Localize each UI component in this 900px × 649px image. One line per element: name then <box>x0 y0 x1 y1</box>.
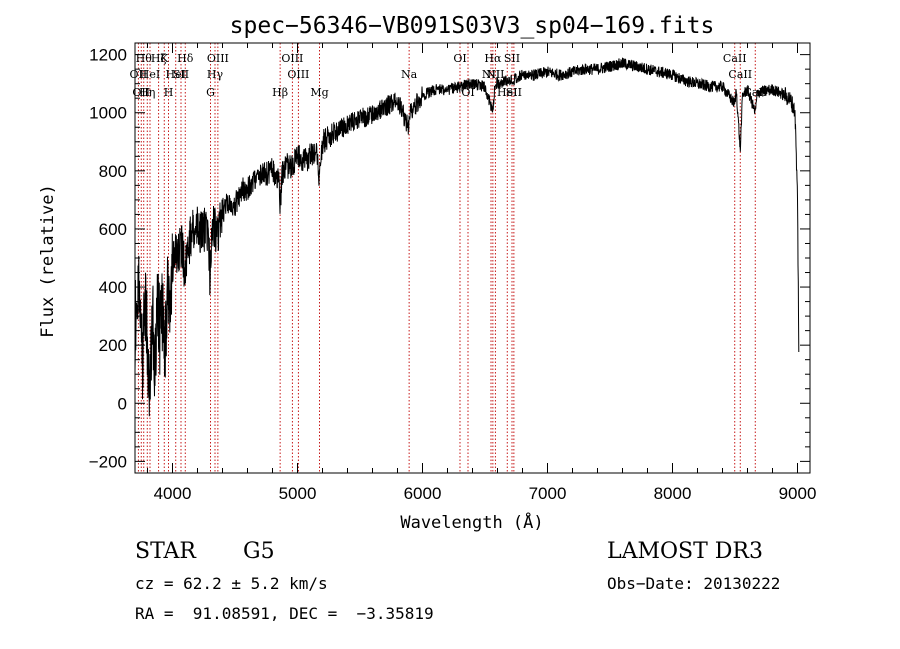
line-label: Hγ <box>207 68 224 81</box>
x-tick-label: 9000 <box>779 484 817 503</box>
line-label: OIII <box>287 68 309 81</box>
line-label: SII <box>504 52 520 65</box>
line-label: OIII <box>207 52 229 65</box>
x-tick-label: 6000 <box>404 484 442 503</box>
redshift-cz: cz = 62.2 ± 5.2 km/s <box>135 574 328 593</box>
line-label: CaII <box>723 52 747 65</box>
line-label: H <box>164 86 174 99</box>
line-label: Mg <box>310 86 328 99</box>
x-axis-label: Wavelength (Å) <box>400 511 543 533</box>
line-label: NII <box>482 68 500 81</box>
y-tick-label: 1200 <box>89 46 127 65</box>
object-subclass: G5 <box>243 539 275 564</box>
line-label: Hδ <box>177 52 194 65</box>
line-label: Hθ <box>136 52 153 65</box>
y-tick-label: 400 <box>99 278 127 297</box>
x-tick-label: 8000 <box>654 484 692 503</box>
line-label: Hα <box>484 52 502 65</box>
line-label: OII <box>132 86 150 99</box>
plot-frame <box>134 42 811 474</box>
survey-name: LAMOST DR3 <box>607 539 763 564</box>
y-tick-label: −200 <box>89 452 127 471</box>
line-label: OI <box>453 52 466 65</box>
y-tick-label: 200 <box>99 336 127 355</box>
x-tick-label: 5000 <box>279 484 317 503</box>
chart-title: spec−56346−VB091S03V3_sp04−169.fits <box>230 13 715 39</box>
line-label: HeI <box>140 68 160 81</box>
line-label: NII <box>486 68 504 81</box>
line-label: K <box>160 52 169 65</box>
line-label: HeI <box>166 68 186 81</box>
line-label: CaII <box>728 68 752 81</box>
line-label: Hη <box>139 86 155 99</box>
y-tick-label: 1000 <box>89 104 127 123</box>
observation-date: Obs−Date: 20130222 <box>607 574 781 593</box>
line-label: OI <box>461 86 474 99</box>
x-tick-label: 4000 <box>154 484 192 503</box>
x-tick-label: 7000 <box>529 484 567 503</box>
line-label: Hζ <box>151 52 167 65</box>
y-tick-label: 600 <box>99 220 127 239</box>
line-label: OIII <box>281 52 303 65</box>
y-tick-label: 0 <box>118 394 127 413</box>
line-label: SII <box>506 86 522 99</box>
y-axis-label: Flux (relative) <box>38 184 58 338</box>
object-class: STAR <box>135 539 196 564</box>
plot-area: 4000 5000 6000 7000 8000 9000 −200 0 200 400 600 80… <box>89 42 817 503</box>
line-label: HeI <box>497 86 517 99</box>
spectrum-line <box>134 57 800 417</box>
line-label: OII <box>130 68 148 81</box>
line-label: Na <box>401 68 418 81</box>
y-tick-label: 800 <box>99 162 127 181</box>
line-label: Hβ <box>272 86 288 99</box>
coordinates: RA = 91.08591, DEC = −3.35819 <box>135 604 434 623</box>
line-label: CaII <box>743 86 767 99</box>
line-label: G <box>206 86 215 99</box>
line-label: SII <box>173 68 189 81</box>
